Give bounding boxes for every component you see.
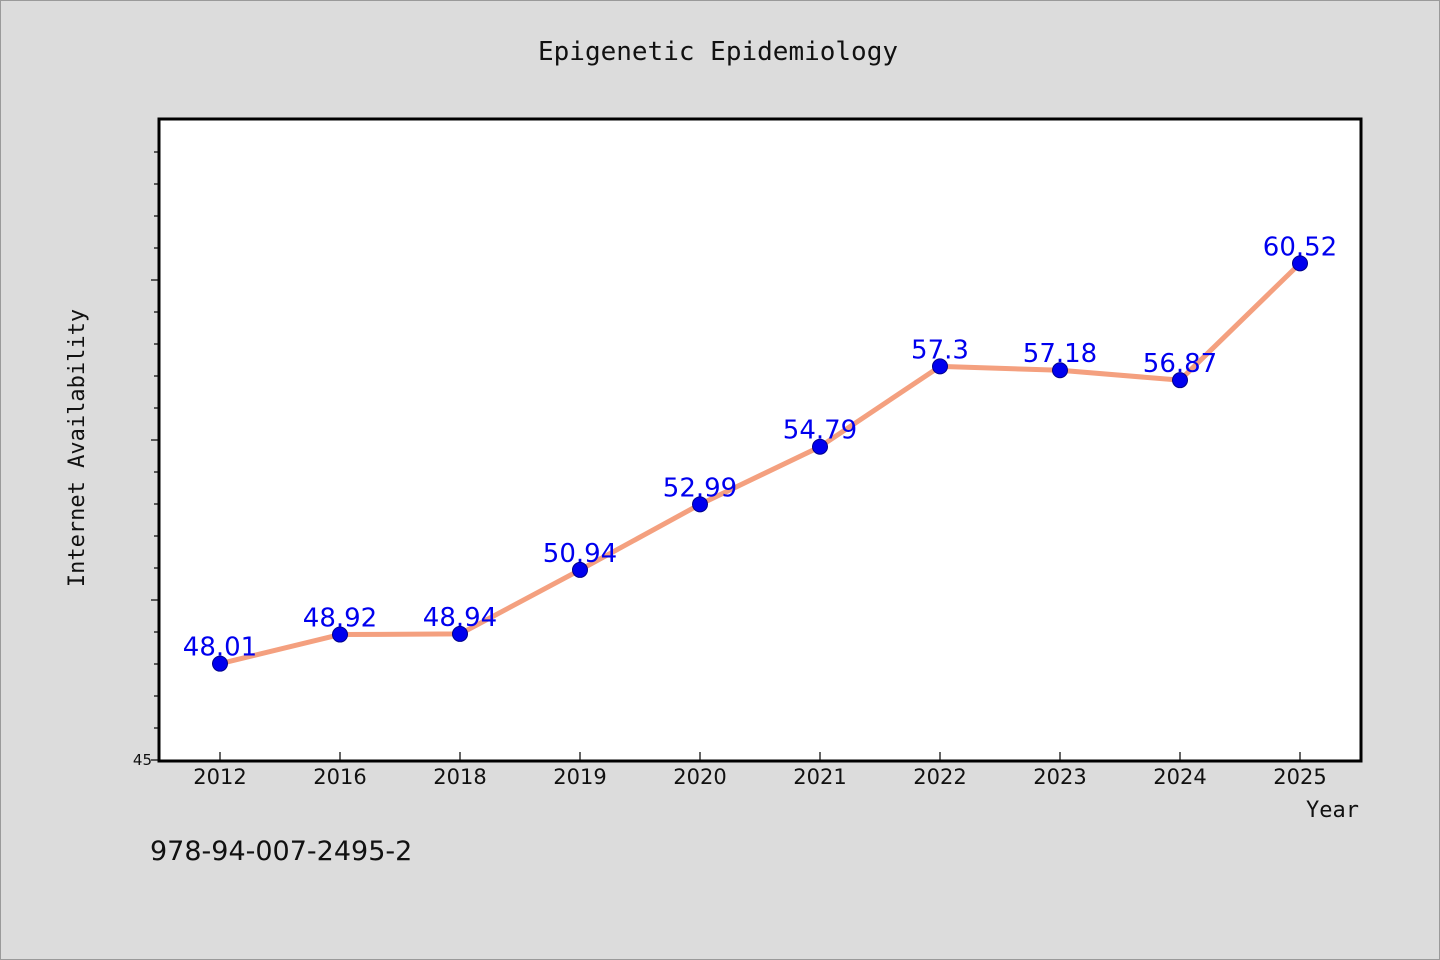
data-label: 48.92	[303, 604, 377, 634]
data-point	[452, 625, 468, 642]
data-point	[1292, 255, 1308, 272]
data-point	[692, 496, 708, 513]
x-tick-label: 2012	[193, 765, 246, 789]
data-point	[1052, 362, 1068, 379]
x-axis-label: Year	[1306, 798, 1359, 823]
data-label: 57.3	[911, 335, 969, 365]
chart-title: Epigenetic Epidemiology	[538, 37, 898, 67]
data-label: 50.94	[543, 539, 617, 569]
y-tick-label: 45	[133, 751, 152, 769]
isbn-text: 978-94-007-2495-2	[150, 836, 413, 867]
data-label: 48.94	[423, 603, 497, 633]
x-axis-ticks: 2012 2016 2018 2019 2020 2021 2022 2023 2024 2025	[193, 752, 1327, 789]
data-point	[932, 358, 948, 375]
x-tick-label: 2024	[1153, 765, 1206, 789]
x-tick-label: 2020	[673, 765, 726, 789]
data-point	[572, 561, 588, 578]
x-tick-label: 2018	[433, 765, 486, 789]
plot-area	[157, 117, 1363, 763]
data-label: 56.87	[1143, 349, 1217, 379]
data-label: 54.79	[783, 416, 857, 446]
data-label: 57.18	[1023, 339, 1097, 369]
data-point	[1172, 372, 1188, 389]
data-point	[212, 655, 228, 672]
data-labels: 48.01 48.92 48.94 50.94 52.99 54.79 57.3 57.18 5…	[183, 232, 1337, 662]
data-label: 52.99	[663, 473, 737, 503]
data-point	[812, 438, 828, 455]
x-tick-label: 2021	[793, 765, 846, 789]
data-label: 60.52	[1263, 232, 1337, 262]
y-axis-ticks: 45	[133, 151, 159, 769]
x-tick-label: 2016	[313, 765, 366, 789]
x-tick-label: 2022	[913, 765, 966, 789]
y-axis-label: Internet Availability	[65, 309, 90, 587]
x-tick-label: 2023	[1033, 765, 1086, 789]
data-label: 48.01	[183, 633, 257, 663]
x-tick-label: 2025	[1273, 765, 1326, 789]
x-tick-label: 2019	[553, 765, 606, 789]
data-point	[332, 626, 348, 643]
series-line	[219, 261, 1302, 667]
series-markers	[212, 255, 1308, 672]
